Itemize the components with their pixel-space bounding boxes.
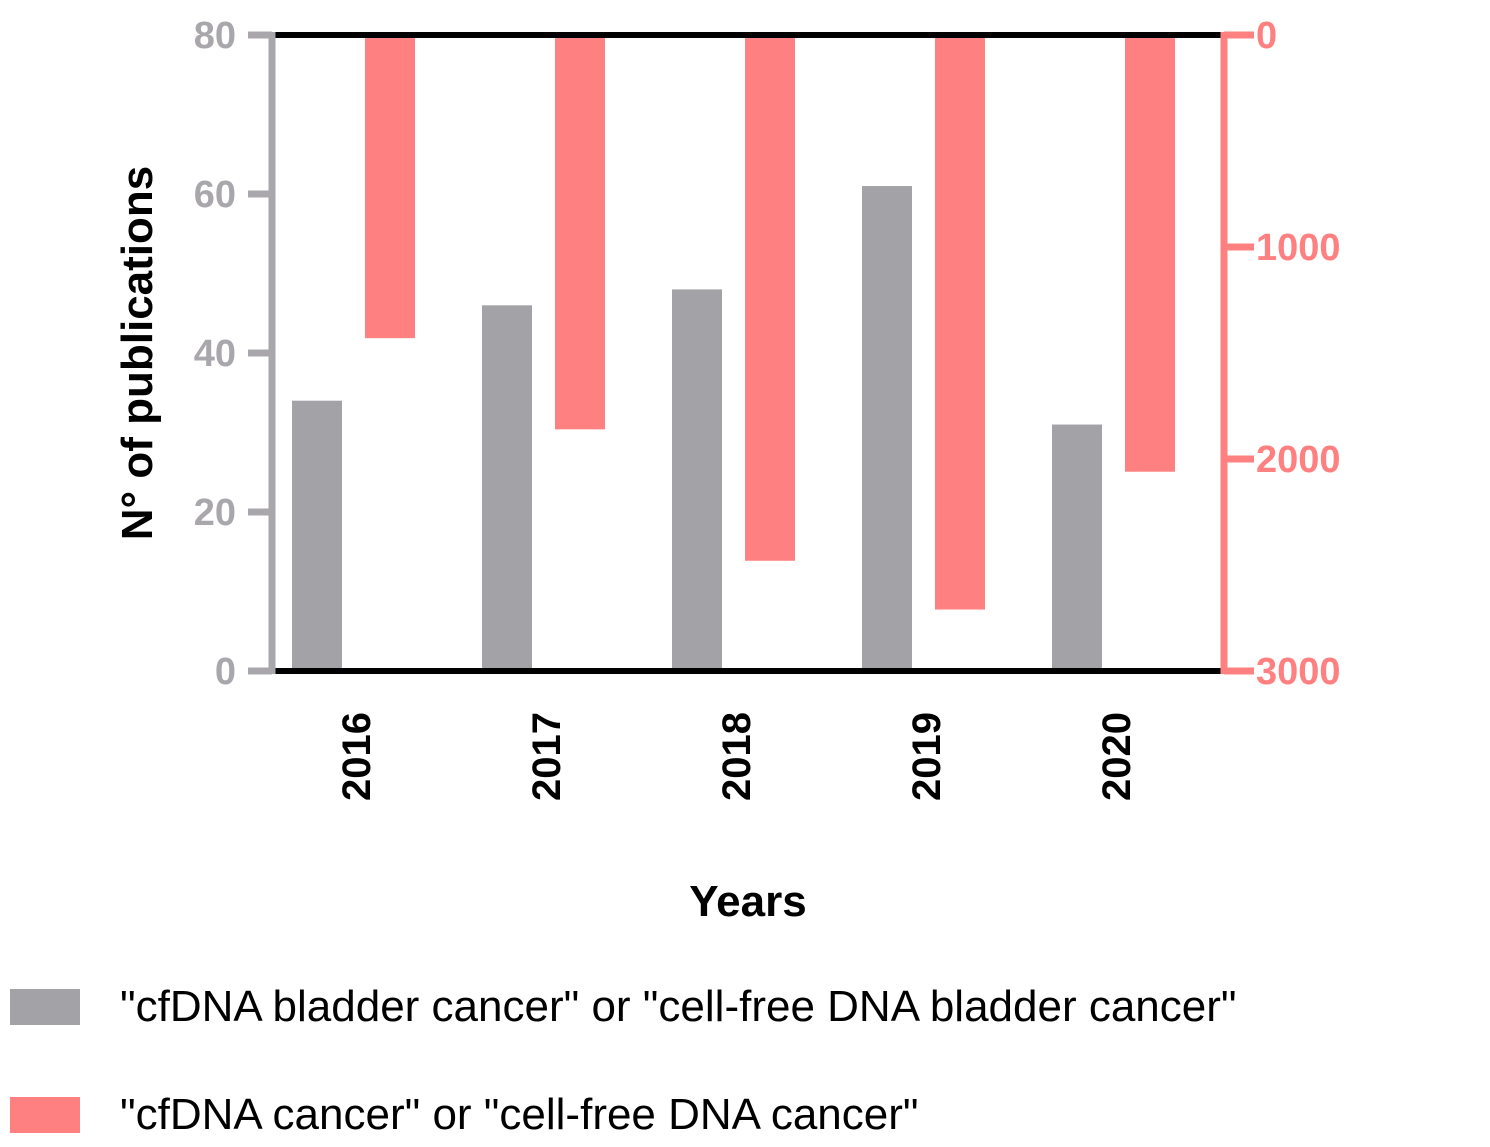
bar-bladder-2017 (482, 305, 532, 671)
legend-item-bladder: "cfDNA bladder cancer" or "cell-free DNA… (10, 982, 1237, 1032)
legend-label-cancer: "cfDNA cancer" or "cell-free DNA cancer" (120, 1090, 919, 1139)
right-tick-label: 1000 (1256, 227, 1341, 269)
left-tick-label: 20 (194, 492, 236, 534)
left-tick-label: 80 (194, 15, 236, 57)
bar-cancer-2016 (365, 35, 415, 339)
right-tick-label: 0 (1256, 15, 1277, 57)
right-tick-label: 2000 (1256, 439, 1341, 481)
x-tick-label: 2018 (715, 712, 759, 801)
bar-bladder-2018 (672, 289, 722, 671)
left-tick-label: 60 (194, 174, 236, 216)
x-axis-title: Years (689, 877, 806, 926)
bar-cancer-2019 (935, 35, 985, 610)
bar-bladder-2016 (292, 400, 342, 671)
x-tick-label: 2016 (335, 712, 379, 801)
legend-item-cancer: "cfDNA cancer" or "cell-free DNA cancer" (10, 1090, 919, 1140)
bladder-series-bars (292, 186, 1102, 672)
y-axis-title: N° of publications (113, 166, 162, 540)
left-axis-ticks: 0 20 40 60 80 (194, 15, 272, 693)
left-tick-label: 0 (215, 651, 236, 693)
bar-cancer-2017 (555, 35, 605, 430)
bar-cancer-2018 (745, 35, 795, 561)
publications-chart: 0 20 40 60 80 0 1000 2000 3000 2016 2017 2018 2019… (113, 15, 1341, 926)
legend-swatch-red (10, 1097, 80, 1133)
bar-bladder-2019 (862, 186, 912, 672)
x-tick-label: 2017 (525, 712, 569, 801)
x-tick-label: 2019 (905, 712, 949, 801)
x-axis-ticks: 2016 2017 2018 2019 2020 (335, 712, 1139, 801)
legend-label-bladder: "cfDNA bladder cancer" or "cell-free DNA… (120, 982, 1237, 1031)
left-tick-label: 40 (194, 333, 236, 375)
legend-swatch-gray (10, 989, 80, 1025)
right-tick-label: 3000 (1256, 651, 1341, 693)
bar-bladder-2020 (1052, 424, 1102, 671)
x-tick-label: 2020 (1095, 712, 1139, 801)
cancer-series-bars (365, 35, 1175, 610)
right-axis-ticks: 0 1000 2000 3000 (1224, 15, 1341, 693)
bar-cancer-2020 (1125, 35, 1175, 472)
